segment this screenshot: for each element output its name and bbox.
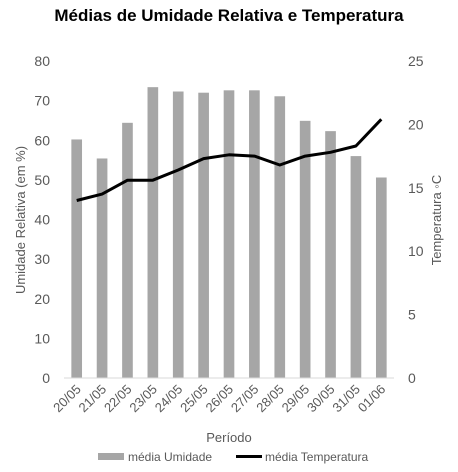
y-right-tick-label: 5 xyxy=(408,307,416,323)
x-tick-label: 22/05 xyxy=(101,382,135,416)
y-right-tick-label: 10 xyxy=(408,243,424,259)
y-left-tick-label: 40 xyxy=(34,212,50,228)
x-tick-label: 31/05 xyxy=(329,382,363,416)
humidity-bar xyxy=(249,90,260,378)
humidity-bar xyxy=(96,158,108,378)
humidity-bar xyxy=(198,92,209,378)
right-axis-ticks: 0 5 10 15 20 25 xyxy=(408,53,424,386)
y-left-tick-label: 10 xyxy=(34,330,50,346)
legend-label-humidity: média Umidade xyxy=(128,450,212,464)
y-left-tick-label: 30 xyxy=(34,251,50,267)
humidity-bar xyxy=(350,156,362,378)
y-right-tick-label: 20 xyxy=(408,116,424,132)
x-tick-label: 25/05 xyxy=(177,382,211,416)
x-axis-ticks: 20/0521/0522/0523/0524/0525/0526/0527/05… xyxy=(50,382,388,416)
y-left-axis-label: Umidade Relativa (em %) xyxy=(13,146,28,294)
y-left-tick-label: 0 xyxy=(42,370,50,386)
humidity-bar xyxy=(223,90,235,378)
humidity-bars xyxy=(71,87,387,379)
y-left-tick-label: 50 xyxy=(34,172,50,188)
temperature-line xyxy=(76,118,383,202)
legend-swatch-humidity xyxy=(98,453,124,460)
legend-label-temperature: média Temperatura xyxy=(265,450,368,464)
x-tick-label: 23/05 xyxy=(126,382,160,416)
x-tick-label: 28/05 xyxy=(253,382,287,416)
x-tick-label: 01/06 xyxy=(355,382,389,416)
x-tick-label: 29/05 xyxy=(279,382,313,416)
y-left-tick-label: 70 xyxy=(34,93,50,109)
humidity-bar xyxy=(375,177,387,378)
x-tick-label: 21/05 xyxy=(76,382,110,416)
y-right-tick-label: 15 xyxy=(408,180,424,196)
y-right-tick-label: 0 xyxy=(408,370,416,386)
y-left-tick-label: 20 xyxy=(34,291,50,307)
x-axis-label: Período xyxy=(206,430,252,445)
x-tick-label: 20/05 xyxy=(50,382,84,416)
x-tick-label: 30/05 xyxy=(304,382,338,416)
y-left-tick-label: 80 xyxy=(34,53,50,69)
humidity-bar xyxy=(299,120,311,379)
y-right-axis-label: Temperatura ◦C xyxy=(429,175,444,266)
x-tick-label: 24/05 xyxy=(152,382,186,416)
humidity-bar xyxy=(147,87,159,378)
humidity-bar xyxy=(122,122,133,378)
x-tick-label: 26/05 xyxy=(203,382,237,416)
y-left-tick-label: 60 xyxy=(34,132,50,148)
chart-title: Médias de Umidade Relativa e Temperatura xyxy=(54,6,404,25)
y-right-tick-label: 25 xyxy=(408,53,424,69)
x-tick-label: 27/05 xyxy=(228,382,262,416)
left-axis-ticks: 0 10 20 30 40 50 60 70 80 xyxy=(34,53,50,386)
humidity-bar xyxy=(274,96,286,379)
legend: média Umidade média Temperatura xyxy=(98,450,368,464)
humidity-bar xyxy=(172,91,184,378)
humidity-bar xyxy=(71,139,83,378)
humidity-bar xyxy=(325,131,336,378)
